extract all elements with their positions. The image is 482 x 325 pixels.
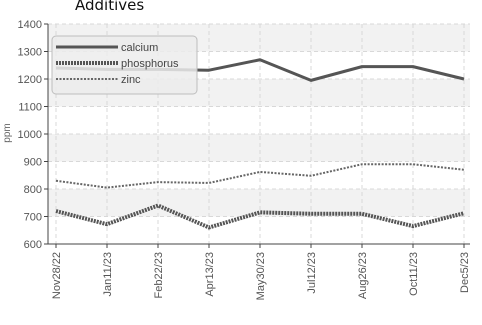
chart-title: Additives [75,0,144,14]
series-line-phosphorus [55,203,465,230]
y-tick-label: 1300 [18,47,42,59]
legend: calcium phosphorus zinc [51,35,198,95]
legend-label-phosphorus: phosphorus [121,58,179,70]
y-tick-label: 1400 [18,19,42,31]
series-line-zinc [55,163,465,189]
x-tick-labels: Nov28/22 Jan11/23 Feb22/23 Apr13/23 May30/23… [51,252,471,300]
legend-label-calcium: calcium [121,42,158,54]
y-axis-label: ppm [2,123,13,142]
x-tick-label: Dec5/23 [459,252,471,293]
plot-band [48,134,470,162]
x-tick-label: Jul12/23 [306,252,318,294]
legend-label-zinc: zinc [121,74,141,86]
x-tick-label: Apr13/23 [204,252,216,297]
x-tick-label: Jan11/23 [102,252,114,296]
y-tick-label: 900 [24,157,42,169]
x-tick-label: Feb22/23 [153,252,165,298]
y-tick-label: 1000 [18,129,42,141]
x-tick-label: May30/23 [255,252,267,300]
y-tick-label: 600 [24,239,42,251]
x-tick-label: Aug26/23 [357,252,369,299]
y-tick-label: 800 [24,184,42,196]
x-tick-label: Oct11/23 [408,252,420,296]
y-tick-labels: 600 700 800 900 1000 1100 1200 1300 1400 [18,19,42,251]
y-tick-label: 1100 [18,102,42,114]
x-tick-label: Nov28/22 [51,252,63,299]
y-tick-label: 1200 [18,74,42,86]
axes [44,23,470,248]
y-tick-label: 700 [24,212,42,224]
